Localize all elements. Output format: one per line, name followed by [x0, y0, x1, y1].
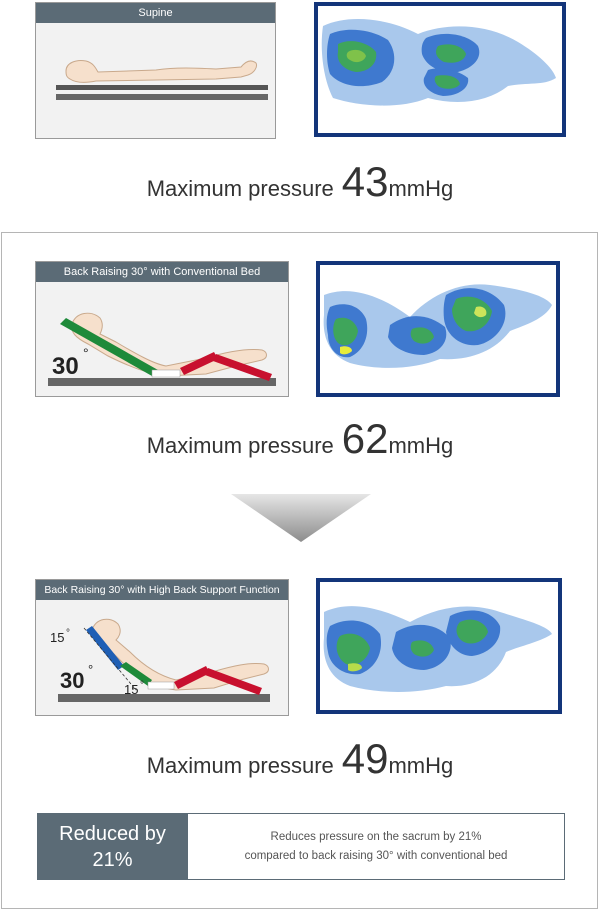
lower-back-segment-green [120, 662, 152, 686]
supine-pressure-unit: mmHg [388, 176, 454, 201]
down-arrow-icon [231, 494, 371, 542]
reduction-description-line2: compared to back raising 30° with conven… [244, 850, 508, 862]
supine-pressure-value: 43 [341, 158, 389, 205]
bed-base [48, 378, 276, 386]
thigh-segment-red [180, 352, 218, 375]
leg-segment-red [205, 668, 262, 695]
conventional-degree-mark: ° [83, 345, 89, 361]
supine-body [65, 60, 257, 83]
high-back-pressure-value: 49 [341, 735, 389, 782]
bed-top-layer [56, 85, 268, 90]
reduction-value: 21% [92, 849, 133, 871]
reduction-badge: Reduced by 21% [37, 813, 188, 880]
high-back-panel-header: Back Raising 30° with High Back Support … [36, 580, 288, 600]
seat-segment [147, 681, 175, 690]
high-back-pressure-label: Maximum pressure [146, 753, 334, 778]
high-back-angle-label: 30 [60, 668, 84, 693]
conventional-pressure-value: 62 [341, 415, 389, 462]
supine-pressure-readout: Maximum pressure 43mmHg [0, 158, 600, 206]
conventional-pressure-map [316, 261, 560, 397]
high-back-pressure-readout: Maximum pressure 49mmHg [0, 735, 600, 783]
conventional-illustration: 30 ° [48, 312, 276, 386]
angle-guide-line [83, 627, 137, 691]
high-back-upper-angle: 15 [50, 630, 64, 645]
lower-degree-mark: ° [140, 680, 144, 691]
supine-pressure-map [314, 2, 566, 137]
reduction-description-line1: Reduces pressure on the sacrum by 21% [270, 831, 482, 843]
conventional-angle-label: 30 [52, 353, 79, 380]
high-back-illustration-panel: Back Raising 30° with High Back Support … [35, 579, 289, 716]
upper-degree-mark: ° [66, 628, 70, 639]
back-segment-green [60, 318, 158, 376]
conventional-pressure-label: Maximum pressure [146, 433, 334, 458]
reduction-label: Reduced by [59, 823, 166, 845]
high-back-illustration: 15 ° 30 ° 15 ° [50, 618, 270, 702]
conventional-panel-header: Back Raising 30° with Conventional Bed [36, 262, 288, 282]
supine-illustration [56, 60, 268, 100]
high-back-pressure-unit: mmHg [388, 753, 454, 778]
high-back-lower-angle: 15 [124, 682, 138, 697]
bed-base-layer [56, 94, 268, 100]
seat-segment [151, 369, 181, 378]
conventional-illustration-panel: Back Raising 30° with Conventional Bed 3… [35, 261, 289, 397]
leg-segment-red [213, 354, 272, 381]
reduction-description: Reduces pressure on the sacrum by 21% co… [188, 813, 565, 880]
supine-panel-header: Supine [36, 3, 275, 23]
thigh-segment-red [174, 666, 210, 689]
bed-base [58, 694, 270, 702]
conventional-pressure-readout: Maximum pressure 62mmHg [0, 415, 600, 463]
supine-pressure-label: Maximum pressure [146, 176, 334, 201]
supine-illustration-panel: Supine [35, 2, 276, 139]
upper-back-segment-blue [86, 626, 124, 670]
high-back-pressure-map [316, 578, 562, 714]
high-back-degree-mark: ° [88, 662, 93, 677]
conventional-pressure-unit: mmHg [388, 433, 454, 458]
